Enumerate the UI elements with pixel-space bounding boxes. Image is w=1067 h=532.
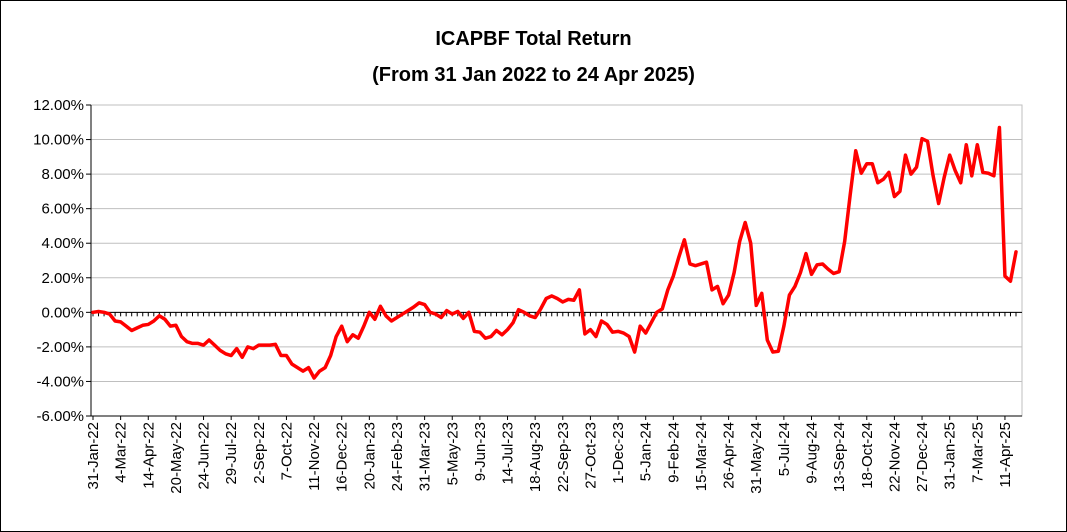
x-tick-label: 20-Jan-23 — [361, 422, 378, 490]
x-tick-label: 26-Apr-24 — [721, 422, 738, 489]
x-tick-label: 4-Mar-22 — [113, 422, 130, 483]
y-tick-label: 8.00% — [41, 166, 84, 183]
y-tick-label: -4.00% — [36, 373, 84, 390]
x-tick-label: 1-Dec-23 — [610, 422, 627, 484]
x-tick-label: 20-May-22 — [168, 422, 185, 494]
x-tick-label: 11-Nov-22 — [306, 422, 323, 491]
y-tick-label: 2.00% — [41, 270, 84, 287]
plot-area — [90, 104, 1023, 417]
series-layer — [91, 125, 1018, 380]
x-tick-label: 31-Mar-23 — [417, 422, 434, 491]
x-tick-label: 22-Nov-24 — [886, 422, 903, 492]
y-tick-label: -6.00% — [36, 408, 84, 425]
x-tick-label: 18-Oct-24 — [859, 422, 876, 489]
x-tick-label: 11-Apr-25 — [997, 422, 1014, 488]
y-tick-label: 6.00% — [41, 201, 84, 218]
x-axis-ticks: 31-Jan-22 4-Mar-22 14-Apr-22 20-May-22 24-Ju… — [85, 416, 1014, 494]
x-tick-label: 31-Jan-25 — [942, 422, 959, 490]
x-tick-label: 29-Jul-22 — [223, 422, 240, 485]
x-tick-label: 24-Jun-22 — [196, 422, 213, 490]
axes — [90, 105, 1022, 417]
chart-subtitle: (From 31 Jan 2022 to 24 Apr 2025) — [372, 64, 695, 86]
x-tick-label: 31-Jan-22 — [85, 422, 102, 490]
x-tick-label: 16-Dec-22 — [334, 422, 351, 492]
x-tick-label: 15-Mar-24 — [693, 422, 710, 491]
y-tick-label: 12.00% — [33, 97, 84, 114]
x-tick-label: 9-Jun-23 — [472, 422, 489, 481]
x-tick-label: 18-Aug-23 — [527, 422, 544, 492]
series-line — [91, 125, 1018, 380]
x-tick-label: 31-May-24 — [748, 422, 765, 494]
x-tick-label: 5-May-23 — [444, 422, 461, 485]
x-tick-label: 5-Jul-24 — [776, 422, 793, 476]
x-tick-label: 7-Mar-25 — [969, 422, 986, 483]
x-tick-label: 14-Jul-23 — [500, 422, 517, 485]
y-tick-label: 10.00% — [33, 132, 84, 149]
x-tick-label: 13-Sep-24 — [831, 422, 848, 492]
x-tick-label: 22-Sep-23 — [555, 422, 572, 492]
y-tick-label: -2.00% — [36, 339, 84, 356]
y-tick-label: 0.00% — [41, 304, 84, 321]
x-tick-label: 27-Dec-24 — [914, 422, 931, 492]
x-tick-label: 2-Sep-22 — [251, 422, 268, 484]
x-tick-label: 24-Feb-23 — [389, 422, 406, 491]
x-tick-label: 9-Aug-24 — [804, 422, 821, 484]
x-tick-label: 14-Apr-22 — [140, 422, 157, 489]
y-tick-label: 4.00% — [41, 235, 84, 252]
x-tick-label: 9-Feb-24 — [665, 422, 682, 483]
gridlines — [90, 104, 1023, 417]
chart-title: ICAPBF Total Return — [435, 28, 632, 50]
x-tick-label: 7-Oct-22 — [278, 422, 295, 480]
x-tick-label: 27-Oct-23 — [582, 422, 599, 489]
x-tick-label: 5-Jan-24 — [638, 422, 655, 481]
y-axis-ticks: -6.00% -4.00% -2.00% 0.00% 2.00% 4.00% 6.00% 8.… — [33, 97, 91, 425]
